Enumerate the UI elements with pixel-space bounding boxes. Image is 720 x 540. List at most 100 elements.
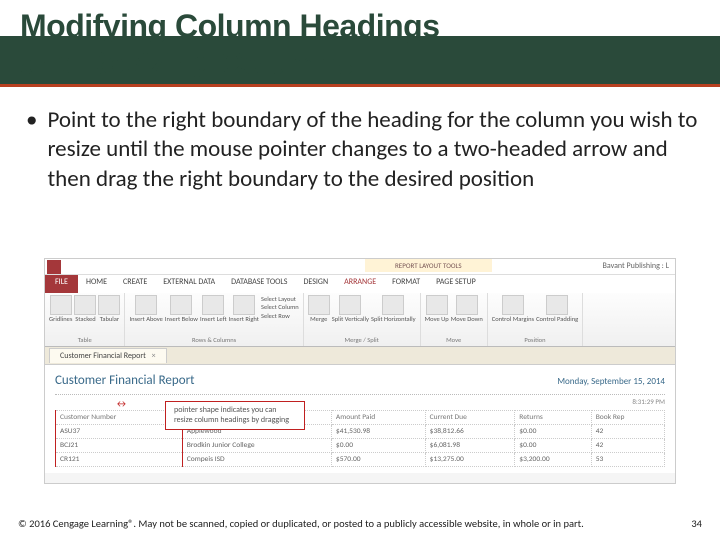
tab-page-setup[interactable]: PAGE SETUP xyxy=(428,275,484,293)
merge-button[interactable]: Merge xyxy=(308,295,330,323)
cell: ASU37 xyxy=(56,425,183,439)
cell: 42 xyxy=(591,439,664,453)
select-column-button[interactable]: Select Column xyxy=(261,303,299,311)
padding-icon xyxy=(546,295,568,315)
close-tab-icon[interactable]: × xyxy=(152,351,156,361)
col-returns[interactable]: Returns xyxy=(515,411,591,425)
tabular-button[interactable]: Tabular xyxy=(98,295,120,323)
cell: $570.00 xyxy=(331,453,425,467)
report-tools-banner: REPORT LAYOUT TOOLS xyxy=(365,259,492,272)
control-padding-button[interactable]: Control Padding xyxy=(536,295,578,323)
cell: Compeis ISD xyxy=(182,453,331,467)
insert-above-button[interactable]: Insert Above xyxy=(129,295,162,323)
bullet-marker: • xyxy=(26,106,37,194)
tab-external-data[interactable]: EXTERNAL DATA xyxy=(155,275,223,293)
insert-left-icon xyxy=(202,295,224,315)
tab-home[interactable]: HOME xyxy=(78,275,115,293)
stacked-button[interactable]: Stacked xyxy=(74,295,96,323)
move-up-button[interactable]: Move Up xyxy=(425,295,449,323)
cell: CR121 xyxy=(56,453,183,467)
ribbon-tabs: FILE HOME CREATE EXTERNAL DATA DATABASE … xyxy=(45,275,675,293)
page-number: 34 xyxy=(691,517,702,530)
cell: $0.00 xyxy=(515,439,591,453)
col-customer-number[interactable]: Customer Number xyxy=(56,411,183,425)
report-header: Customer Financial Report Monday, Septem… xyxy=(55,371,665,395)
document-tab-bar: Customer Financial Report × xyxy=(45,347,675,365)
resize-pointer-icon: ↔ xyxy=(115,397,128,410)
gridlines-button[interactable]: Gridlines xyxy=(49,295,72,323)
bullet-area: • Point to the right boundary of the hea… xyxy=(20,106,702,194)
select-row-button[interactable]: Select Row xyxy=(261,312,299,320)
control-margins-button[interactable]: Control Margins xyxy=(492,295,534,323)
tab-design[interactable]: DESIGN xyxy=(295,275,336,293)
col-book-rep[interactable]: Book Rep xyxy=(591,411,664,425)
copyright-text: © 2016 Cengage Learning®. May not be sca… xyxy=(18,517,584,530)
report-title: Customer Financial Report xyxy=(55,373,194,388)
table-row: ASU37 Applewood $41,530.98 $38,812.66 $0… xyxy=(56,425,665,439)
split-horizontal-button[interactable]: Split Horizontally xyxy=(371,295,416,323)
tabular-icon xyxy=(98,295,120,315)
split-vertical-button[interactable]: Split Vertically xyxy=(332,295,369,323)
cell: $38,812.66 xyxy=(425,425,515,439)
cell: $0.00 xyxy=(515,425,591,439)
position-label: Position xyxy=(492,336,578,344)
ribbon-group-position: Control Margins Control Padding Position xyxy=(488,293,583,346)
tab-create[interactable]: CREATE xyxy=(115,275,155,293)
bullet-item: • Point to the right boundary of the hea… xyxy=(20,106,702,194)
insert-above-icon xyxy=(135,295,157,315)
slide-footer: © 2016 Cengage Learning®. May not be sca… xyxy=(18,517,702,530)
cell: $3,200.00 xyxy=(515,453,591,467)
cell: $41,530.98 xyxy=(331,425,425,439)
stacked-icon xyxy=(74,295,96,315)
access-screenshot: REPORT LAYOUT TOOLS Bavant Publishing : … xyxy=(44,258,676,484)
table-header-row: Customer Number Customer Name Amount Pai… xyxy=(56,411,665,425)
title-underline xyxy=(0,84,720,87)
bullet-text: Point to the right boundary of the headi… xyxy=(47,106,702,194)
tab-arrange[interactable]: ARRANGE xyxy=(336,275,384,293)
cell: Brodkin Junior College xyxy=(182,439,331,453)
move-down-button[interactable]: Move Down xyxy=(451,295,483,323)
slide-title: Modifying Column Headings and Resizing C… xyxy=(20,8,439,82)
cell: $0.00 xyxy=(331,439,425,453)
insert-left-button[interactable]: Insert Left xyxy=(200,295,227,323)
select-layout-button[interactable]: Select Layout xyxy=(261,295,299,303)
rows-cols-label: Rows & Columns xyxy=(129,336,298,344)
table-row: BCJ21 Brodkin Junior College $0.00 $6,08… xyxy=(56,439,665,453)
report-time: 8:31:29 PM xyxy=(55,397,665,406)
titlebar: REPORT LAYOUT TOOLS Bavant Publishing : … xyxy=(45,259,675,275)
move-down-icon xyxy=(456,295,478,315)
ribbon-body: Gridlines Stacked Tabular Table Insert A… xyxy=(45,293,675,347)
move-up-icon xyxy=(426,295,448,315)
access-app-icon xyxy=(47,260,61,274)
ribbon-group-table: Gridlines Stacked Tabular Table xyxy=(45,293,125,346)
col-current-due[interactable]: Current Due xyxy=(425,411,515,425)
ribbon-group-rows-columns: Insert Above Insert Below Insert Left In… xyxy=(125,293,303,346)
title-line-1: Modifying Column Headings xyxy=(20,8,439,44)
document-tab[interactable]: Customer Financial Report × xyxy=(49,348,167,363)
cell: $13,275.00 xyxy=(425,453,515,467)
tab-file[interactable]: FILE xyxy=(45,275,78,293)
tab-database-tools[interactable]: DATABASE TOOLS xyxy=(223,275,295,293)
report-table: Customer Number Customer Name Amount Pai… xyxy=(55,410,665,467)
merge-split-label: Merge / Split xyxy=(308,336,416,344)
insert-right-button[interactable]: Insert Right xyxy=(229,295,259,323)
split-h-icon xyxy=(382,295,404,315)
cell: BCJ21 xyxy=(56,439,183,453)
report-canvas: Customer Financial Report Monday, Septem… xyxy=(45,365,675,473)
merge-icon xyxy=(308,295,330,315)
select-list: Select Layout Select Column Select Row xyxy=(261,295,299,320)
table-row: CR121 Compeis ISD $570.00 $13,275.00 $3,… xyxy=(56,453,665,467)
margins-icon xyxy=(502,295,524,315)
gridlines-icon xyxy=(50,295,72,315)
insert-below-button[interactable]: Insert Below xyxy=(165,295,198,323)
title-line-2: and Resizing Columns xyxy=(20,45,353,81)
insert-right-icon xyxy=(233,295,255,315)
split-v-icon xyxy=(339,295,361,315)
col-amount-paid[interactable]: Amount Paid xyxy=(331,411,425,425)
cell: 53 xyxy=(591,453,664,467)
move-label: Move xyxy=(425,336,483,344)
insert-below-icon xyxy=(170,295,192,315)
report-date: Monday, September 15, 2014 xyxy=(557,376,665,387)
tab-format[interactable]: FORMAT xyxy=(384,275,428,293)
ribbon-group-move: Move Up Move Down Move xyxy=(421,293,488,346)
